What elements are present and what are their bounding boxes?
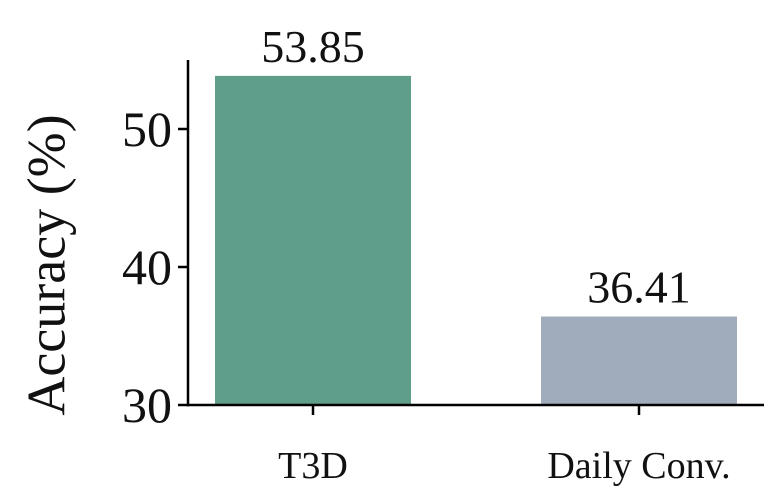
- bar: [541, 316, 737, 405]
- bar: [215, 75, 411, 406]
- y-tick-label: 50: [122, 101, 172, 157]
- value-label: 36.41: [587, 262, 691, 313]
- y-axis-label: Accuracy (%): [16, 114, 76, 415]
- value-label: 53.85: [261, 21, 365, 72]
- y-tick-label: 40: [122, 239, 172, 295]
- x-tick-label: Daily Conv.: [547, 445, 730, 487]
- x-tick-label: T3D: [278, 445, 348, 487]
- y-tick-label: 30: [122, 377, 172, 433]
